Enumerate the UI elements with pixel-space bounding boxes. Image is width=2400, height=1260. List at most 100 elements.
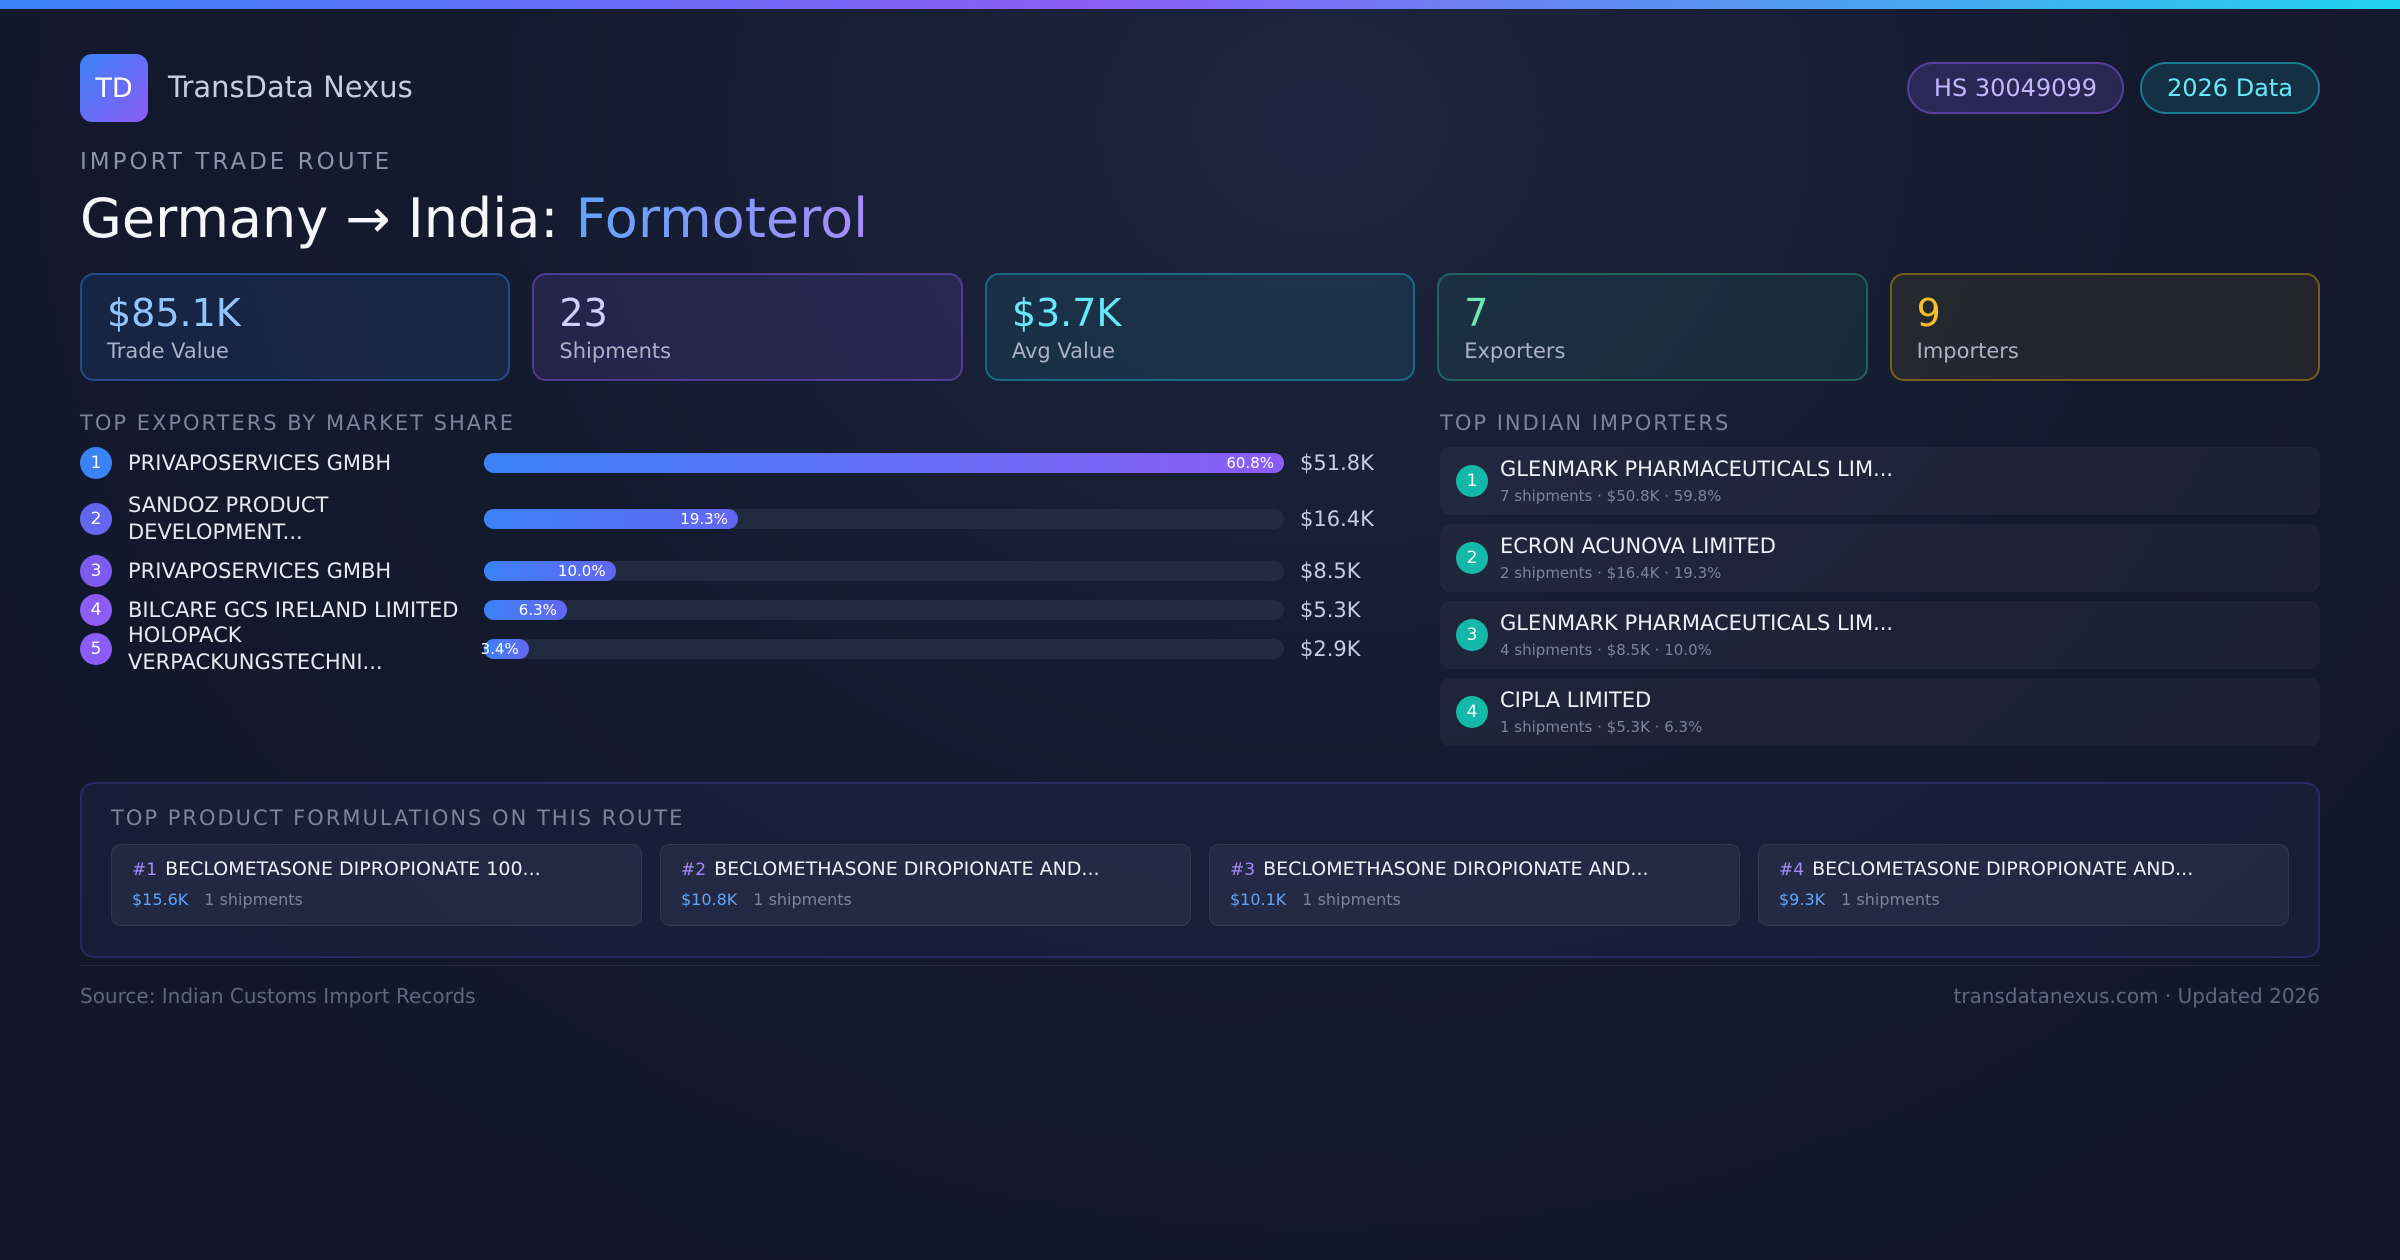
- exporter-name: PRIVAPOSERVICES GMBH: [128, 450, 392, 475]
- importer-meta: 7 shipments · $50.8K · 59.8%: [1500, 487, 1722, 505]
- page-title: Germany → India: Formoterol: [80, 187, 868, 250]
- share-bar-fill: 6.3%: [484, 600, 567, 620]
- importer-meta: 4 shipments · $8.5K · 10.0%: [1500, 641, 1712, 659]
- importer-card: 3 GLENMARK PHARMACEUTICALS LIM... 4 shipme…: [1440, 601, 2320, 669]
- badge-group: HS 30049099 2026 Data: [1906, 62, 2320, 114]
- formulation-card: #4 BECLOMETASONE DIPROPIONATE AND... $9.3K…: [1758, 844, 2289, 926]
- footer-divider: [80, 965, 2320, 966]
- formulations-grid: #1 BECLOMETASONE DIPROPIONATE 100... $15.6…: [111, 844, 2289, 926]
- formulation-stats: $10.1K 1 shipments: [1230, 890, 1719, 909]
- stat-exporters: 7 Exporters: [1437, 273, 1868, 381]
- share-label: 6.3%: [518, 601, 557, 619]
- stat-avg-value: $3.7K Avg Value: [984, 273, 1416, 381]
- hs-code-badge: HS 30049099: [1906, 62, 2124, 114]
- stat-trade-value: $85.1K Trade Value: [80, 273, 511, 381]
- product-name: Formoterol: [575, 187, 869, 250]
- formulation-title: #4 BECLOMETASONE DIPROPIONATE AND...: [1779, 858, 2268, 880]
- exporter-value: $5.3K: [1300, 598, 1361, 622]
- route-eyebrow: IMPORT TRADE ROUTE: [80, 149, 393, 175]
- footer-source: Source: Indian Customs Import Records: [80, 984, 476, 1008]
- stat-value: $85.1K: [107, 291, 241, 335]
- stat-label: Avg Value: [1011, 339, 1116, 363]
- brand-name: TransData Nexus: [168, 70, 413, 104]
- footer-site: transdatanexus.com · Updated 2026: [1953, 984, 2320, 1008]
- formulations-heading: TOP PRODUCT FORMULATIONS ON THIS ROUTE: [111, 806, 685, 830]
- formulation-stats: $10.8K 1 shipments: [681, 890, 1170, 909]
- stat-label: Importers: [1916, 339, 2019, 363]
- share-bar-fill: 10.0%: [484, 561, 616, 581]
- formulation-title: #3 BECLOMETHASONE DIROPIONATE AND...: [1230, 858, 1719, 880]
- exporter-row: 4 BILCARE GCS IRELAND LIMITED 6.3% $5.3K: [80, 594, 1380, 626]
- rank-badge: 2: [80, 503, 112, 535]
- share-label: 19.3%: [680, 510, 728, 528]
- formulation-shipments: 1 shipments: [204, 890, 303, 909]
- share-bar-track: 60.8%: [484, 453, 1284, 473]
- exporter-value: $16.4K: [1300, 507, 1374, 531]
- share-bar-fill: 19.3%: [484, 509, 738, 529]
- rank-badge: 4: [80, 594, 112, 626]
- formulation-name: BECLOMETHASONE DIROPIONATE AND...: [1263, 858, 1649, 880]
- formulation-title: #2 BECLOMETHASONE DIROPIONATE AND...: [681, 858, 1170, 880]
- importer-name: ECRON ACUNOVA LIMITED: [1500, 534, 1776, 558]
- importers-list: 1 GLENMARK PHARMACEUTICALS LIM... 7 shipme…: [1440, 447, 2320, 746]
- exporter-row: 3 PRIVAPOSERVICES GMBH 10.0% $8.5K: [80, 555, 1380, 587]
- exporters-panel: TOP EXPORTERS BY MARKET SHARE 1 PRIVAPOSE…: [80, 411, 1380, 674]
- share-label: 60.8%: [1226, 454, 1274, 472]
- formulation-title: #1 BECLOMETASONE DIPROPIONATE 100...: [132, 858, 621, 880]
- formulation-value: $10.8K: [681, 890, 738, 909]
- top-accent-bar: [0, 0, 2400, 9]
- route-title: Germany → India:: [80, 187, 576, 250]
- share-label: 3.4%: [480, 640, 519, 658]
- exporter-name: BILCARE GCS IRELAND LIMITED: [128, 597, 459, 622]
- rank-badge: 4: [1456, 696, 1488, 728]
- stat-value: 7: [1464, 291, 1489, 335]
- importer-meta: 1 shipments · $5.3K · 6.3%: [1500, 718, 1703, 736]
- formulation-rank: #2: [681, 860, 707, 880]
- page: TD TransData Nexus HS 30049099 2026 Data…: [80, 9, 2321, 1249]
- exporters-heading: TOP EXPORTERS BY MARKET SHARE: [80, 411, 516, 435]
- exporter-value: $8.5K: [1300, 559, 1361, 583]
- rank-badge: 1: [1456, 465, 1488, 497]
- stat-value: $3.7K: [1011, 291, 1122, 335]
- importer-meta: 2 shipments · $16.4K · 19.3%: [1500, 564, 1722, 582]
- formulation-shipments: 1 shipments: [753, 890, 852, 909]
- formulation-card: #3 BECLOMETHASONE DIROPIONATE AND... $10.1…: [1209, 844, 1740, 926]
- exporter-row: 5 HOLOPACK VERPACKUNGSTECHNI... 3.4% $2.9K: [80, 623, 1380, 674]
- importer-card: 2 ECRON ACUNOVA LIMITED 2 shipments · $16.…: [1440, 524, 2320, 592]
- formulations-panel: TOP PRODUCT FORMULATIONS ON THIS ROUTE #…: [80, 782, 2320, 958]
- stat-label: Shipments: [559, 339, 672, 363]
- formulation-card: #1 BECLOMETASONE DIPROPIONATE 100... $15.6…: [111, 844, 642, 926]
- importer-name: GLENMARK PHARMACEUTICALS LIM...: [1500, 611, 1894, 635]
- rank-badge: 2: [1456, 542, 1488, 574]
- rank-badge: 3: [80, 555, 112, 587]
- formulation-shipments: 1 shipments: [1302, 890, 1401, 909]
- importers-heading: TOP INDIAN IMPORTERS: [1440, 411, 1731, 435]
- data-year-badge: 2026 Data: [2139, 62, 2320, 114]
- stat-shipments: 23 Shipments: [532, 273, 963, 381]
- rank-badge: 5: [80, 633, 112, 665]
- formulation-name: BECLOMETASONE DIPROPIONATE 100...: [165, 858, 541, 880]
- exporter-row: 1 PRIVAPOSERVICES GMBH 60.8% $51.8K: [80, 447, 1380, 479]
- share-bar-fill: 3.4%: [480, 639, 529, 659]
- formulation-value: $15.6K: [132, 890, 189, 909]
- stat-label: Trade Value: [107, 339, 229, 363]
- importers-panel: TOP INDIAN IMPORTERS 1 GLENMARK PHARMACEU…: [1440, 411, 2320, 746]
- exporter-name: HOLOPACK VERPACKUNGSTECHNI...: [128, 623, 383, 674]
- stats-row: $85.1K Trade Value 23 Shipments $3.7K Av…: [80, 273, 2321, 381]
- formulation-rank: #3: [1230, 860, 1256, 880]
- exporter-name: SANDOZ PRODUCT DEVELOPMENT...: [128, 493, 329, 544]
- brand-logo: TD: [80, 54, 148, 122]
- formulation-name: BECLOMETASONE DIPROPIONATE AND...: [1812, 858, 2194, 880]
- stat-value: 9: [1916, 291, 1941, 335]
- stat-label: Exporters: [1464, 339, 1566, 363]
- share-bar-track: 19.3%: [484, 509, 1284, 529]
- formulation-stats: $9.3K 1 shipments: [1779, 890, 2268, 909]
- stat-importers: 9 Importers: [1889, 273, 2321, 381]
- importer-name: GLENMARK PHARMACEUTICALS LIM...: [1500, 457, 1894, 481]
- exporter-value: $2.9K: [1300, 637, 1361, 661]
- formulation-value: $10.1K: [1230, 890, 1287, 909]
- formulation-card: #2 BECLOMETHASONE DIROPIONATE AND... $10.8…: [660, 844, 1191, 926]
- importer-card: 1 GLENMARK PHARMACEUTICALS LIM... 7 shipme…: [1440, 447, 2320, 515]
- rank-badge: 1: [80, 447, 112, 479]
- stat-value: 23: [559, 291, 608, 335]
